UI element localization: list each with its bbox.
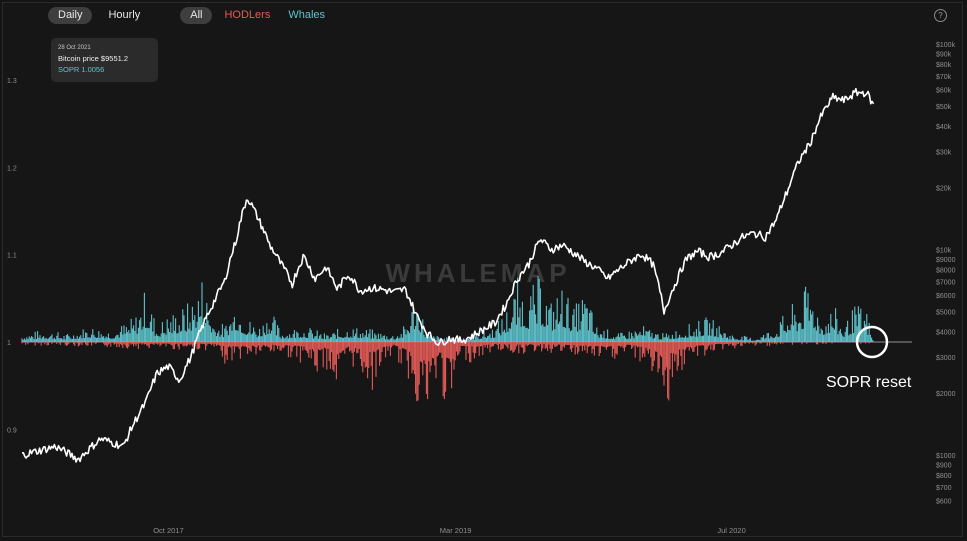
left-tick-label: 1.3 [7, 78, 17, 85]
left-tick-label: 1 [7, 340, 11, 347]
left-tick-label: 1.2 [7, 165, 17, 172]
legend-whales[interactable]: Whales [288, 8, 326, 21]
x-tick-label: Oct 2017 [153, 526, 183, 535]
legend-hodlers[interactable]: HODLers [224, 8, 271, 21]
right-tick-label: $40k [936, 124, 952, 131]
hourly-button[interactable]: Hourly [108, 8, 141, 21]
left-axis: 1.3 1.2 1.1 1 0.9 [7, 78, 17, 434]
x-axis: Oct 2017 Mar 2019 Jul 2020 [153, 526, 746, 535]
help-icon[interactable]: ? [934, 9, 947, 22]
right-tick-label: $900 [936, 462, 952, 469]
left-tick-label: 0.9 [7, 427, 17, 434]
right-tick-label: $6000 [936, 293, 956, 300]
tooltip-price: Bitcoin price $9551.2 [58, 54, 129, 63]
right-tick-label: $1000 [936, 453, 956, 460]
right-tick-label: $7000 [936, 279, 956, 286]
right-tick-label: $3000 [936, 355, 956, 362]
tooltip: 28 Oct 2021 Bitcoin price $9551.2 SOPR 1… [51, 38, 158, 82]
price-line [21, 87, 875, 463]
tooltip-date: 28 Oct 2021 [58, 45, 91, 51]
x-tick-label: Mar 2019 [440, 526, 472, 535]
annotation-circle [855, 325, 889, 359]
right-tick-label: $60k [936, 88, 952, 95]
right-tick-label: $800 [936, 473, 952, 480]
x-tick-label: Jul 2020 [717, 526, 745, 535]
right-tick-label: $20k [936, 186, 952, 193]
right-tick-label: $8000 [936, 267, 956, 274]
annotation-text: SOPR reset [826, 374, 912, 391]
all-button[interactable]: All [180, 6, 213, 24]
whales-series [21, 276, 874, 342]
hodlers-series [21, 342, 870, 402]
tooltip-sopr: SOPR 1.0056 [58, 65, 105, 74]
right-tick-label: $2000 [936, 391, 956, 398]
right-tick-label: $5000 [936, 309, 956, 316]
right-axis: $100k $90k $80k $70k $60k $50k $40k $30k $20k $10… [936, 42, 956, 506]
right-tick-label: $90k [936, 51, 952, 58]
right-tick-label: $50k [936, 104, 952, 111]
right-tick-label: $100k [936, 42, 956, 49]
daily-button[interactable]: Daily [48, 6, 93, 24]
right-tick-label: $700 [936, 485, 952, 492]
toolbar: Daily Hourly All HODLers Whales [48, 6, 331, 24]
right-tick-label: $10k [936, 248, 952, 255]
right-tick-label: $70k [936, 74, 952, 81]
right-tick-label: $600 [936, 499, 952, 506]
left-tick-label: 1.1 [7, 253, 17, 260]
right-tick-label: $4000 [936, 329, 956, 336]
watermark: WHALEMAP [385, 258, 570, 288]
right-tick-label: $80k [936, 62, 952, 69]
right-tick-label: $30k [936, 149, 952, 156]
right-tick-label: $9000 [936, 257, 956, 264]
